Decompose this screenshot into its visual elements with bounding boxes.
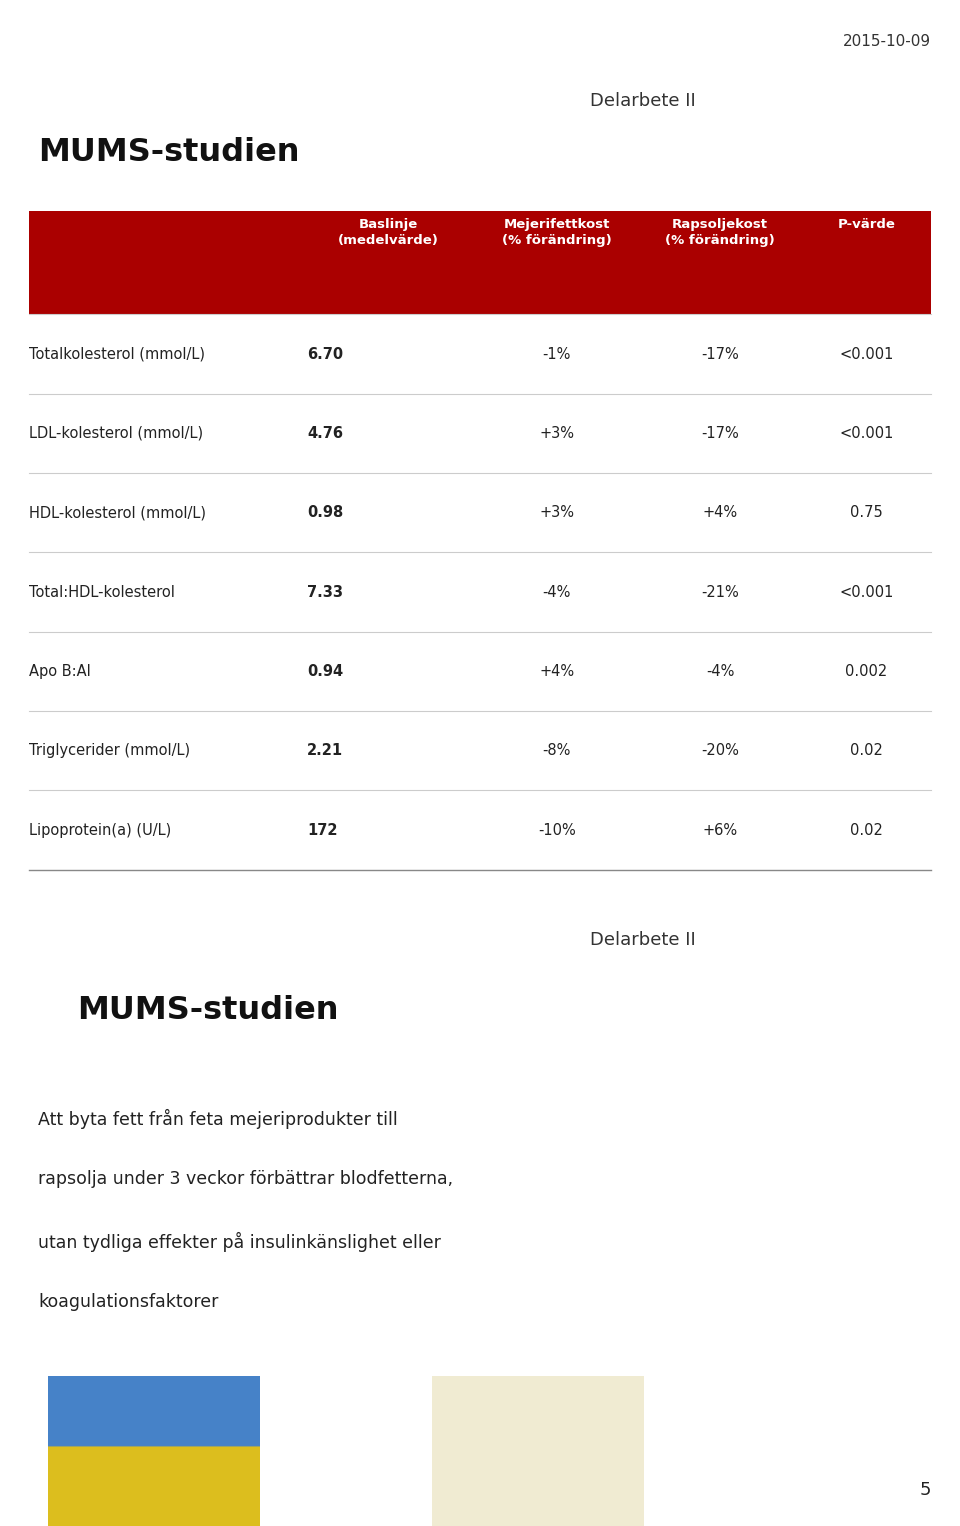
Text: Triglycerider (mmol/L): Triglycerider (mmol/L) <box>29 743 190 758</box>
Text: +4%: +4% <box>703 505 737 520</box>
Text: utan tydliga effekter på insulinkänslighet eller: utan tydliga effekter på insulinkänsligh… <box>38 1231 442 1251</box>
Text: Totalkolesterol (mmol/L): Totalkolesterol (mmol/L) <box>29 346 204 362</box>
Text: -8%: -8% <box>542 743 571 758</box>
Text: 6.70: 6.70 <box>307 346 344 362</box>
Text: 0.75: 0.75 <box>850 505 883 520</box>
Bar <box>29 211 931 314</box>
Text: 4.76: 4.76 <box>307 426 344 441</box>
Text: 0.002: 0.002 <box>845 664 888 679</box>
Text: Rapsoljekost
(% förändring): Rapsoljekost (% förändring) <box>665 218 775 247</box>
Text: Att byta fett från feta mejeriprodukter till: Att byta fett från feta mejeriprodukter … <box>38 1109 398 1129</box>
Text: 2.21: 2.21 <box>307 743 344 758</box>
Text: <0.001: <0.001 <box>839 426 894 441</box>
Text: -17%: -17% <box>701 346 739 362</box>
Text: rapsolja under 3 veckor förbättrar blodfetterna,: rapsolja under 3 veckor förbättrar blodf… <box>38 1170 453 1189</box>
Text: Mejerifettkost
(% förändring): Mejerifettkost (% förändring) <box>502 218 612 247</box>
Text: <0.001: <0.001 <box>839 346 894 362</box>
Text: +3%: +3% <box>540 505 574 520</box>
Text: 2015-10-09: 2015-10-09 <box>843 34 931 49</box>
Text: -17%: -17% <box>701 426 739 441</box>
Text: Delarbete II: Delarbete II <box>590 931 696 949</box>
Text: Baslinje
(medelvärde): Baslinje (medelvärde) <box>338 218 440 247</box>
Text: +6%: +6% <box>703 823 737 838</box>
Text: 0.02: 0.02 <box>850 823 883 838</box>
Text: +3%: +3% <box>540 426 574 441</box>
Text: Delarbete II: Delarbete II <box>590 92 696 110</box>
Text: -4%: -4% <box>706 664 734 679</box>
Text: -10%: -10% <box>538 823 576 838</box>
Text: +4%: +4% <box>540 664 574 679</box>
Text: 5: 5 <box>920 1480 931 1499</box>
Text: -1%: -1% <box>542 346 571 362</box>
Text: Apo B:AI: Apo B:AI <box>29 664 90 679</box>
Text: 0.94: 0.94 <box>307 664 344 679</box>
Text: Lipoprotein(a) (U/L): Lipoprotein(a) (U/L) <box>29 823 171 838</box>
Text: -4%: -4% <box>542 584 571 600</box>
Text: HDL-kolesterol (mmol/L): HDL-kolesterol (mmol/L) <box>29 505 205 520</box>
Text: LDL-kolesterol (mmol/L): LDL-kolesterol (mmol/L) <box>29 426 203 441</box>
Text: MUMS-studien: MUMS-studien <box>77 995 338 1025</box>
Text: 0.98: 0.98 <box>307 505 344 520</box>
Text: koagulationsfaktorer: koagulationsfaktorer <box>38 1293 219 1311</box>
Text: 0.02: 0.02 <box>850 743 883 758</box>
Text: 7.33: 7.33 <box>307 584 344 600</box>
Text: -21%: -21% <box>701 584 739 600</box>
Text: Total:HDL-kolesterol: Total:HDL-kolesterol <box>29 584 175 600</box>
Text: 172: 172 <box>307 823 338 838</box>
Text: P-värde: P-värde <box>837 218 896 232</box>
Text: -20%: -20% <box>701 743 739 758</box>
Text: MUMS-studien: MUMS-studien <box>38 137 300 168</box>
Text: <0.001: <0.001 <box>839 584 894 600</box>
